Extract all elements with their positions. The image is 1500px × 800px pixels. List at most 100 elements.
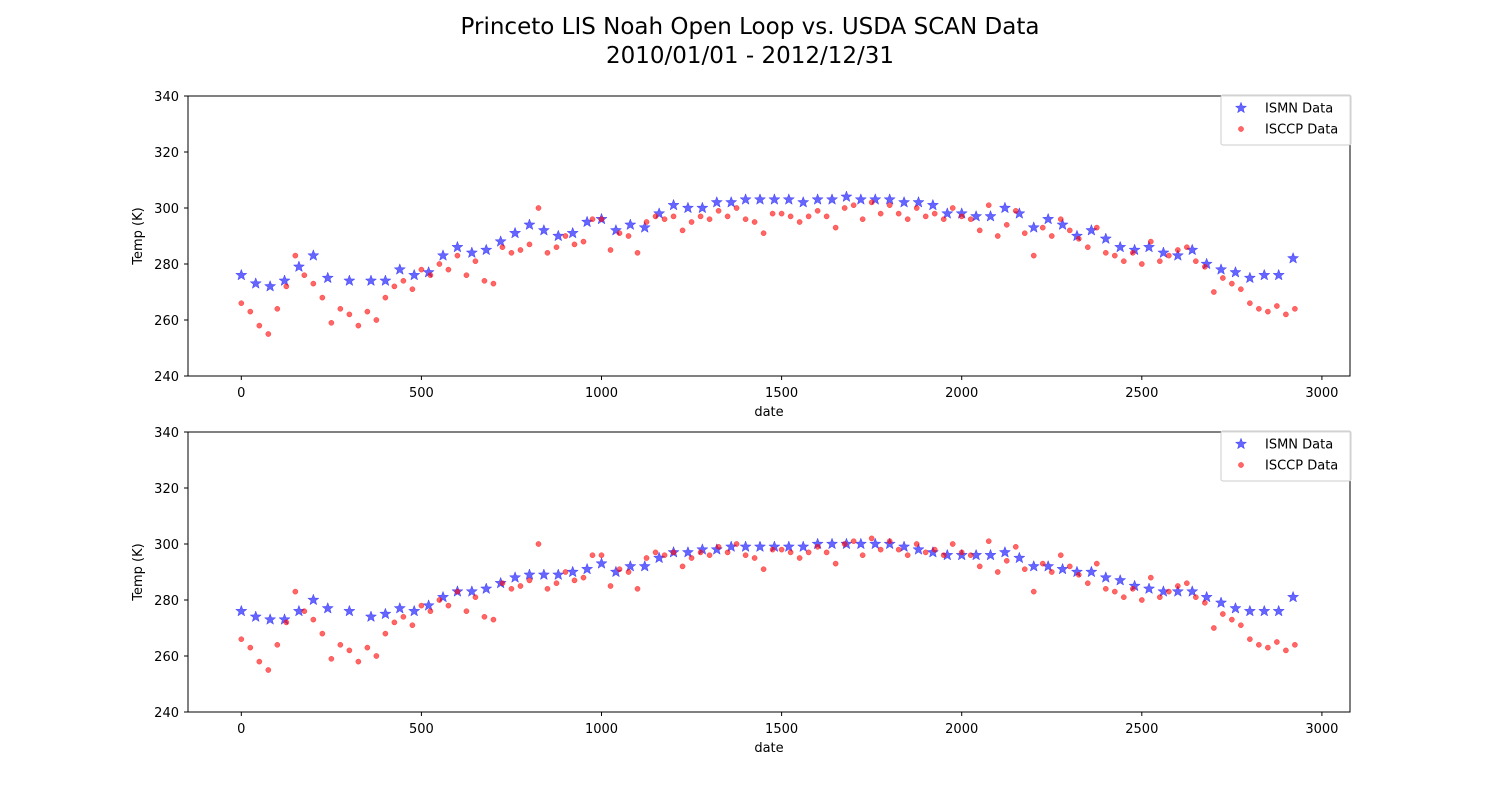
isccp-point <box>607 247 614 253</box>
isccp-point <box>706 552 713 559</box>
isccp-point <box>724 549 731 556</box>
isccp-point <box>733 205 740 211</box>
ismn-point <box>797 540 810 553</box>
isccp-point <box>1247 300 1253 307</box>
isccp-point <box>922 549 929 556</box>
isccp-point <box>1238 622 1244 629</box>
isccp-point <box>346 311 353 318</box>
x-axis-label: date <box>754 405 783 420</box>
isccp-point <box>733 541 740 547</box>
isccp-point <box>400 277 407 284</box>
isccp-point <box>1256 305 1262 312</box>
isccp-point <box>643 219 650 225</box>
x-axis-label: date <box>754 741 783 756</box>
ismn-point <box>724 195 738 208</box>
isccp-point <box>283 619 290 626</box>
ismn-point <box>609 223 623 236</box>
ismn-point <box>408 268 421 281</box>
isccp-point <box>328 319 335 326</box>
y-tick-label: 280 <box>154 594 179 609</box>
y-tick-label: 300 <box>154 538 179 553</box>
ismn-point <box>235 268 248 281</box>
ismn-point <box>1027 221 1040 233</box>
isccp-point <box>490 616 497 623</box>
isccp-point <box>1057 552 1064 559</box>
ismn-point <box>343 274 356 287</box>
isccp-point <box>1003 557 1010 564</box>
x-tick-label: 500 <box>409 722 434 737</box>
ismn-point <box>552 229 565 242</box>
isccp-point <box>805 213 812 220</box>
x-tick-label: 0 <box>237 386 245 401</box>
isccp-point <box>301 608 308 615</box>
isccp-point <box>481 277 488 284</box>
isccp-point <box>895 210 902 217</box>
isccp-point <box>373 317 380 323</box>
isccp-point <box>1229 280 1235 287</box>
isccp-point <box>391 283 398 290</box>
isccp-point <box>1147 238 1154 245</box>
top-legend: ISMN Data ISCCP Data <box>1220 94 1352 146</box>
isccp-point <box>427 608 434 615</box>
ismn-point <box>1243 271 1257 284</box>
ismn-point <box>508 571 522 583</box>
x-tick-label: 2500 <box>1125 722 1158 737</box>
isccp-point <box>1183 244 1190 251</box>
isccp-point <box>292 252 299 259</box>
isccp-point <box>751 219 758 225</box>
y-tick-label: 320 <box>154 482 179 497</box>
isccp-point <box>535 205 542 211</box>
bottom-axes-frame <box>187 431 1351 713</box>
isccp-point <box>796 219 803 225</box>
isccp-point <box>814 543 821 550</box>
x-tick-label: 0 <box>237 722 245 737</box>
x-tick-label: 1500 <box>765 722 798 737</box>
isccp-point <box>580 574 587 581</box>
isccp-point <box>886 538 893 545</box>
isccp-point <box>652 549 659 556</box>
isccp-point <box>1057 216 1064 223</box>
ismn-point <box>1171 249 1185 261</box>
isccp-point <box>238 300 245 307</box>
y-tick-label: 240 <box>154 370 179 385</box>
legend-label: ISMN Data <box>1265 102 1333 117</box>
isccp-point <box>283 283 290 290</box>
isccp-point <box>436 261 443 267</box>
ismn-point <box>1229 265 1242 278</box>
isccp-point <box>355 658 362 665</box>
ismn-point <box>480 582 493 595</box>
ismn-point <box>364 274 378 287</box>
ismn-point <box>1243 604 1257 617</box>
isccp-point <box>1192 594 1199 601</box>
ismn-point <box>897 540 911 553</box>
isccp-point <box>724 213 731 220</box>
ismn-point <box>825 193 839 205</box>
isccp-point <box>1120 594 1127 601</box>
ismn-point <box>465 246 479 259</box>
isccp-point <box>364 644 371 651</box>
ismn-point <box>941 207 954 219</box>
ismn-point <box>235 604 248 617</box>
isccp-point <box>742 216 749 223</box>
isccp-point <box>1021 566 1028 573</box>
isccp-point <box>1129 585 1136 592</box>
isccp-point <box>544 585 551 592</box>
isccp-point <box>922 213 929 220</box>
isccp-point <box>418 602 425 609</box>
y-axis-label: Temp (K) <box>131 543 146 601</box>
ismn-point <box>307 249 320 261</box>
ismn-point <box>263 279 277 292</box>
isccp-point <box>1265 308 1271 315</box>
isccp-point <box>1165 588 1172 595</box>
isccp-point <box>769 210 776 217</box>
isccp-point <box>859 216 866 223</box>
legend-box <box>1220 94 1352 146</box>
isccp-point <box>850 202 857 209</box>
isccp-point <box>445 266 452 273</box>
x-tick-label: 1000 <box>585 722 618 737</box>
ismn-point <box>1258 604 1271 617</box>
isccp-point <box>1075 235 1082 242</box>
isccp-point <box>1210 289 1217 295</box>
ismn-point <box>321 601 334 614</box>
